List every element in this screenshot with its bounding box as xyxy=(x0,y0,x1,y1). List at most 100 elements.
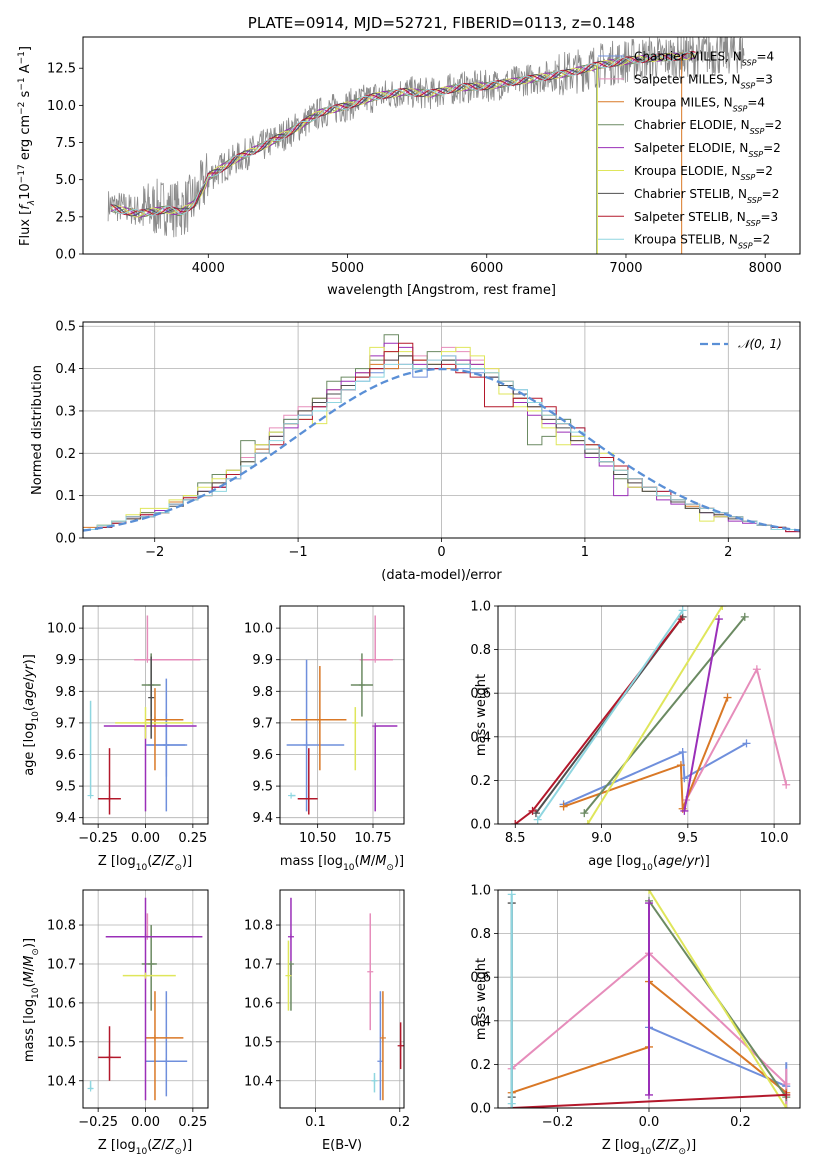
data-point xyxy=(87,792,94,799)
data-point xyxy=(142,972,149,979)
y-tick-label: 12.5 xyxy=(47,62,76,77)
label-part: Z xyxy=(165,854,176,869)
legend-text: Chabrier STELIB, N xyxy=(634,187,747,201)
weight-vs-age-panel: 8.5 9.0 9.5 10.0 0.0 0.2 0.4 0.6 0.8 1.0 mass weig… xyxy=(470,600,801,873)
label-part: Z xyxy=(151,1138,162,1153)
x-tick-label: 0 xyxy=(437,545,445,560)
y-tick-label: 0.6 xyxy=(470,687,491,702)
y-tick-label: 0.0 xyxy=(470,818,491,833)
y-tick-label: 9.7 xyxy=(252,716,273,731)
y-tick-label: 2.5 xyxy=(55,210,76,225)
label-part: Z xyxy=(151,854,162,869)
label-part: Z xyxy=(669,1138,680,1153)
y-tick-label: 10.0 xyxy=(47,99,76,114)
legend-sub: SSP xyxy=(748,150,763,159)
legend-sub: SSP xyxy=(733,104,748,113)
legend-text: Kroupa STELIB, N xyxy=(634,233,738,247)
data-point xyxy=(367,968,374,975)
data-point xyxy=(148,960,155,967)
weight-line xyxy=(648,890,788,1108)
weight-line xyxy=(583,616,746,814)
x-tick-label: 10.50 xyxy=(299,831,336,846)
label-part: Z [log xyxy=(98,854,136,869)
label-part: −2 xyxy=(17,102,27,115)
axis-label: Z [log10(Z/Z⊙)] xyxy=(602,1138,696,1157)
data-point xyxy=(397,1042,404,1049)
label-part: λ xyxy=(27,200,37,206)
legend-label: Chabrier ELODIE, NSSP=2 xyxy=(634,118,782,136)
label-part: −1 xyxy=(17,77,27,90)
y-tick-label: 9.7 xyxy=(55,716,76,731)
x-tick-label: 0.2 xyxy=(389,1115,410,1130)
y-tick-label: 0.4 xyxy=(470,1014,491,1029)
axes-frame xyxy=(497,889,801,1109)
label-part: s xyxy=(18,90,33,101)
legend-sub: SSP xyxy=(741,81,756,90)
weight-marker xyxy=(740,612,749,621)
data-point xyxy=(151,1034,158,1041)
label-part: ⊙ xyxy=(386,863,394,873)
label-part: 10 xyxy=(640,1147,652,1157)
legend-text: Salpeter MILES, N xyxy=(634,72,741,86)
legend-sub: SSP xyxy=(747,195,762,204)
weight-marker xyxy=(645,890,653,894)
data-point xyxy=(151,716,158,723)
legend-label: Kroupa ELODIE, NSSP=2 xyxy=(634,164,773,182)
y-tick-label: 0.2 xyxy=(55,447,76,462)
legend-text: Kroupa ELODIE, N xyxy=(634,164,741,178)
label-part: / xyxy=(161,854,166,869)
label-part: Z xyxy=(655,1138,666,1153)
label-part: / xyxy=(22,966,37,971)
label-part: 10 xyxy=(18,183,33,200)
weight-line xyxy=(586,606,724,824)
label-part: ] xyxy=(18,46,33,51)
spectrum-panel: 4000 5000 6000 7000 8000 0.0 2.5 5.0 7.5 10.0 12.5… xyxy=(17,14,801,298)
y-tick-label: 0.0 xyxy=(55,532,76,547)
legend-label: Chabrier STELIB, NSSP=2 xyxy=(634,187,779,205)
legend-label: Salpeter MILES, NSSP=3 xyxy=(634,72,773,90)
label-part: 10 xyxy=(31,711,41,723)
legend-label: Kroupa STELIB, NSSP=2 xyxy=(634,233,770,251)
label-part: mass [log xyxy=(22,999,37,1062)
y-tick-label: 0.0 xyxy=(55,248,76,263)
label-part: 10 xyxy=(136,1147,148,1157)
label-part: ⊙ xyxy=(174,863,182,873)
weight-marker xyxy=(676,761,685,770)
weight-marker xyxy=(742,739,751,748)
weight-marker xyxy=(507,890,516,899)
y-tick-label: 0.2 xyxy=(470,1058,491,1073)
weight-marker xyxy=(528,806,537,815)
x-tick-label: 10.75 xyxy=(354,831,391,846)
legend-text: =4 xyxy=(756,50,774,64)
weight-marker xyxy=(507,1099,516,1108)
x-tick-label: −1 xyxy=(289,545,308,560)
weight-marker xyxy=(782,1080,791,1089)
x-tick-label: 4000 xyxy=(192,261,225,276)
data-point xyxy=(285,972,292,979)
y-tick-label: 5.0 xyxy=(55,173,76,188)
weight-marker xyxy=(533,815,542,824)
legend-text: =2 xyxy=(762,187,780,201)
y-tick-label: 10.8 xyxy=(244,919,273,934)
y-tick-label: 0.1 xyxy=(55,489,76,504)
legend-text: Salpeter STELIB, N xyxy=(634,210,746,224)
y-tick-label: 10.7 xyxy=(244,957,273,972)
label-part: A xyxy=(18,64,33,77)
y-tick-label: 10.0 xyxy=(47,622,76,637)
weight-line xyxy=(563,697,729,810)
axis-label: mass [log10(M/M⊙)] xyxy=(280,854,404,873)
label-part: Z xyxy=(165,1138,176,1153)
x-tick-label: 0.25 xyxy=(178,831,207,846)
weight-marker xyxy=(714,615,723,624)
y-axis-label: mass weight xyxy=(474,674,489,756)
label-part: M xyxy=(375,854,386,869)
weight-marker xyxy=(752,665,761,674)
y-tick-label: 9.4 xyxy=(55,811,76,826)
y-tick-label: 10.4 xyxy=(244,1074,273,1089)
y-tick-label: 10.8 xyxy=(47,919,76,934)
weight-line xyxy=(511,1093,787,1108)
data-point xyxy=(371,1077,378,1084)
residual-histogram-panel: −2 −1 0 1 2 0.0 0.1 0.2 0.3 0.4 0.5 𝒩(0, 1) (data-mo… xyxy=(30,320,801,583)
axis-label: age [log10(age/yr)] xyxy=(588,854,710,873)
label-part: age [log xyxy=(588,854,641,869)
